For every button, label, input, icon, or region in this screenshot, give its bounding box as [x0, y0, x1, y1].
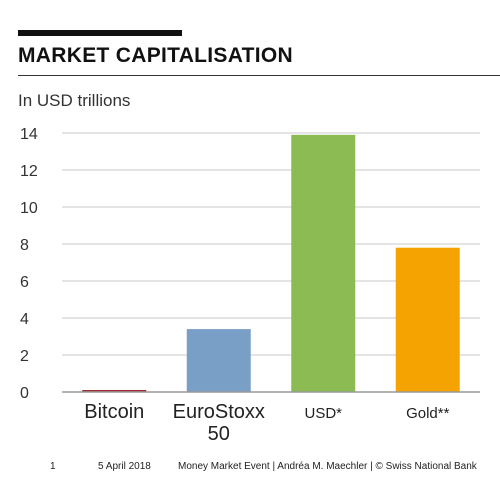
chart-title: MARKET CAPITALISATION	[18, 44, 294, 67]
y-tick-label: 4	[20, 311, 29, 328]
x-tick-label: EuroStoxx	[173, 401, 265, 423]
x-tick-label: 50	[208, 423, 230, 445]
bar-gold	[395, 247, 460, 392]
y-tick-label: 6	[20, 274, 29, 291]
bar-usd	[291, 134, 356, 392]
header-accent-bar	[18, 30, 182, 36]
title-divider	[18, 75, 500, 76]
x-tick-label: Gold**	[406, 405, 450, 422]
y-tick-label: 0	[20, 385, 29, 402]
y-tick-label: 14	[20, 126, 38, 143]
y-tick-label: 2	[20, 348, 29, 365]
bar-bitcoin	[82, 390, 147, 392]
footer-page-number: 1	[50, 461, 56, 472]
y-tick-label: 12	[20, 163, 38, 180]
footer-date: 5 April 2018	[98, 461, 151, 472]
x-tick-label: Bitcoin	[84, 401, 144, 423]
footer: 1 5 April 2018 Money Market Event | Andr…	[0, 461, 500, 477]
y-tick-label: 8	[20, 237, 29, 254]
bar-eurostoxx-50	[186, 329, 251, 392]
x-tick-label: USD*	[304, 405, 342, 422]
y-tick-label: 10	[20, 200, 38, 217]
footer-event: Money Market Event | Andréa M. Maechler …	[178, 461, 477, 472]
chart-subtitle: In USD trillions	[18, 91, 131, 110]
